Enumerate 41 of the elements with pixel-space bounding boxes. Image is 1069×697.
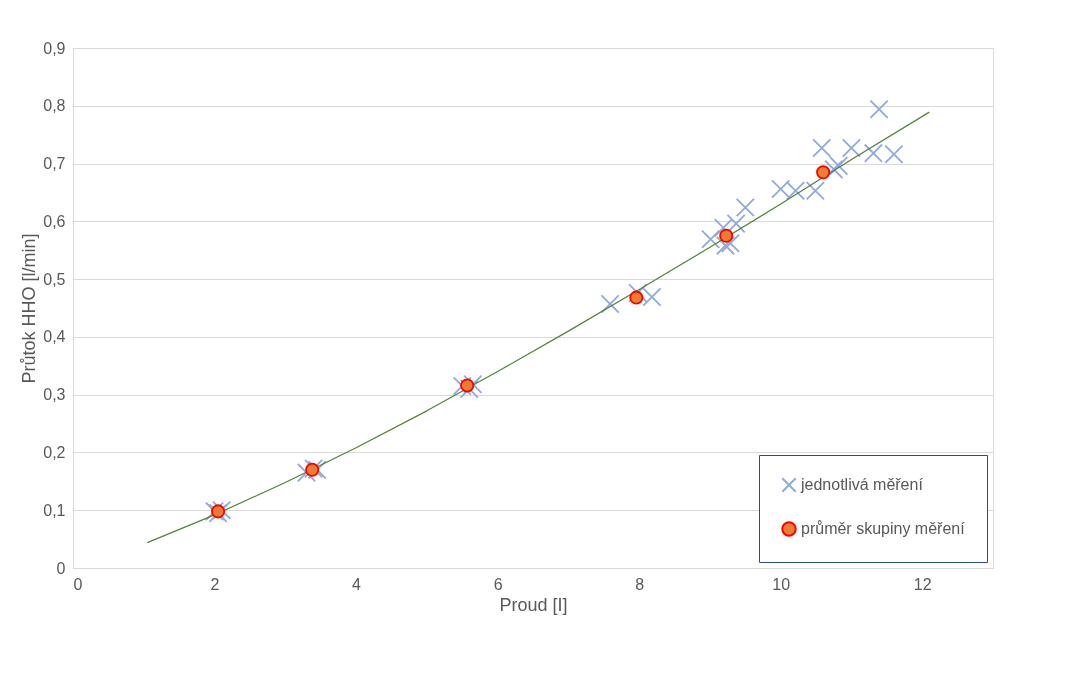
- point: [735, 197, 755, 218]
- y-tick-label: 0,5: [43, 270, 66, 288]
- x-tick-label: 6: [493, 575, 503, 593]
- x-axis-title: Proud [I]: [499, 594, 568, 615]
- y-tick-label: 0,7: [43, 155, 66, 173]
- point: [829, 156, 849, 176]
- y-tick-label: 0,1: [43, 501, 66, 519]
- y-tick-label: 0,2: [43, 443, 66, 461]
- point: [628, 283, 648, 303]
- point: [713, 218, 733, 238]
- point: [642, 287, 662, 307]
- y-tick-label: 0: [56, 559, 66, 577]
- point: [629, 290, 644, 305]
- x-tick-label: 0: [73, 575, 83, 593]
- x-tick-label: 10: [772, 575, 791, 593]
- legend-label: průměr skupiny měření: [801, 520, 966, 537]
- point: [460, 378, 475, 393]
- point: [715, 236, 736, 256]
- point: [701, 229, 721, 249]
- y-tick-label: 0,8: [43, 97, 66, 115]
- point: [841, 138, 862, 158]
- point: [824, 159, 844, 179]
- point: [726, 214, 746, 234]
- point: [816, 165, 831, 180]
- x-tick-label: 12: [913, 575, 932, 593]
- x-tick-label: 4: [352, 575, 362, 593]
- y-axis-title: Průtok HHO [l/min]: [19, 233, 40, 384]
- legend-label: jednotlivá měření: [800, 476, 924, 493]
- point: [600, 294, 620, 314]
- x-tick-label: 2: [210, 575, 220, 593]
- y-tick-label: 0,3: [43, 386, 66, 404]
- point: [720, 233, 741, 253]
- point: [296, 463, 317, 483]
- y-tick-label: 0,9: [43, 39, 66, 57]
- point: [812, 138, 832, 158]
- x-tick-label: 8: [635, 575, 645, 593]
- point: [869, 99, 889, 119]
- point: [452, 376, 472, 396]
- point: [719, 228, 734, 243]
- y-tick-label: 0,4: [43, 328, 66, 346]
- y-tick-label: 0,6: [43, 212, 66, 230]
